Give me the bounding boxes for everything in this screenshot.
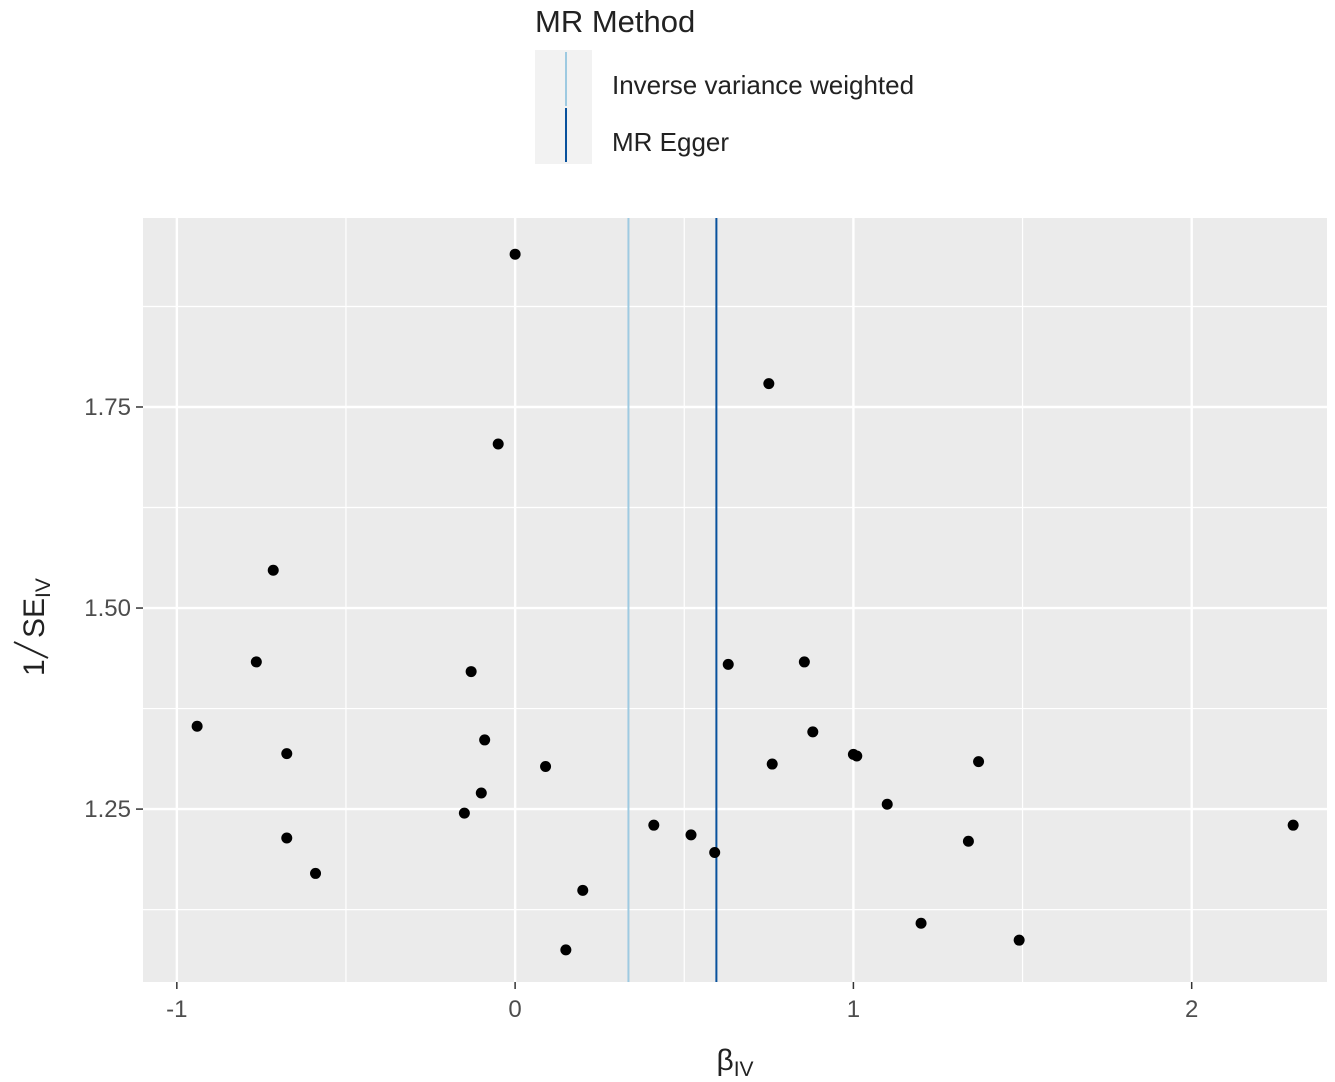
y-tick-label: 1.50 (84, 595, 131, 622)
data-point (475, 787, 487, 799)
data-point (458, 807, 470, 819)
data-point (722, 658, 734, 670)
y-axis-label-sub: IV (32, 578, 55, 598)
data-point (973, 756, 985, 768)
data-point (560, 944, 572, 956)
data-point (915, 917, 927, 929)
data-point (798, 656, 810, 668)
data-point (281, 832, 293, 844)
x-axis-label-main: β (716, 1044, 733, 1077)
data-point (540, 760, 552, 772)
x-axis-label-sub: IV (734, 1058, 754, 1081)
data-point (479, 734, 491, 746)
data-point (881, 798, 893, 810)
y-tick-label: 1.25 (84, 796, 131, 823)
y-axis-label-fraction-slash (13, 641, 49, 659)
data-point (250, 656, 262, 668)
data-point (807, 726, 819, 738)
data-point (577, 884, 589, 896)
y-axis-label: 1 SEIV (13, 578, 55, 676)
legend-label-ivw: Inverse variance weighted (612, 70, 914, 100)
x-tick-label: 2 (1185, 996, 1198, 1023)
data-point (492, 438, 504, 450)
data-point (465, 666, 477, 678)
data-point (310, 867, 322, 879)
x-axis-ticks: -1 0 1 2 (166, 982, 1198, 1023)
x-tick-label: 0 (508, 996, 521, 1023)
data-point (766, 758, 778, 770)
data-point (685, 829, 697, 841)
data-point (962, 835, 974, 847)
data-point (509, 248, 521, 260)
y-axis-label-main: SEIV (18, 578, 55, 638)
data-point (267, 564, 279, 576)
x-tick-label: 1 (847, 996, 860, 1023)
data-point (763, 378, 775, 390)
plot-panel (143, 218, 1327, 982)
minor-gridlines (143, 218, 1327, 982)
data-point (1287, 819, 1299, 831)
y-axis-label-num: 1 (18, 659, 51, 676)
y-tick-label: 1.75 (84, 394, 131, 421)
legend-label-mr-egger: MR Egger (612, 127, 729, 157)
data-point (648, 819, 660, 831)
legend-key-background (535, 50, 592, 164)
data-point (191, 720, 203, 732)
data-point (1013, 934, 1025, 946)
legend: MR Method Inverse variance weighted MR E… (535, 4, 914, 164)
data-point (851, 750, 863, 762)
x-axis-label: βIV (716, 1044, 753, 1081)
data-point (709, 847, 721, 859)
x-tick-label: -1 (166, 996, 187, 1023)
y-axis-ticks: 1.25 1.50 1.75 (84, 394, 143, 823)
snp-points (191, 248, 1299, 956)
legend-title: MR Method (535, 4, 695, 39)
major-gridlines (143, 218, 1327, 982)
data-point (281, 748, 293, 760)
